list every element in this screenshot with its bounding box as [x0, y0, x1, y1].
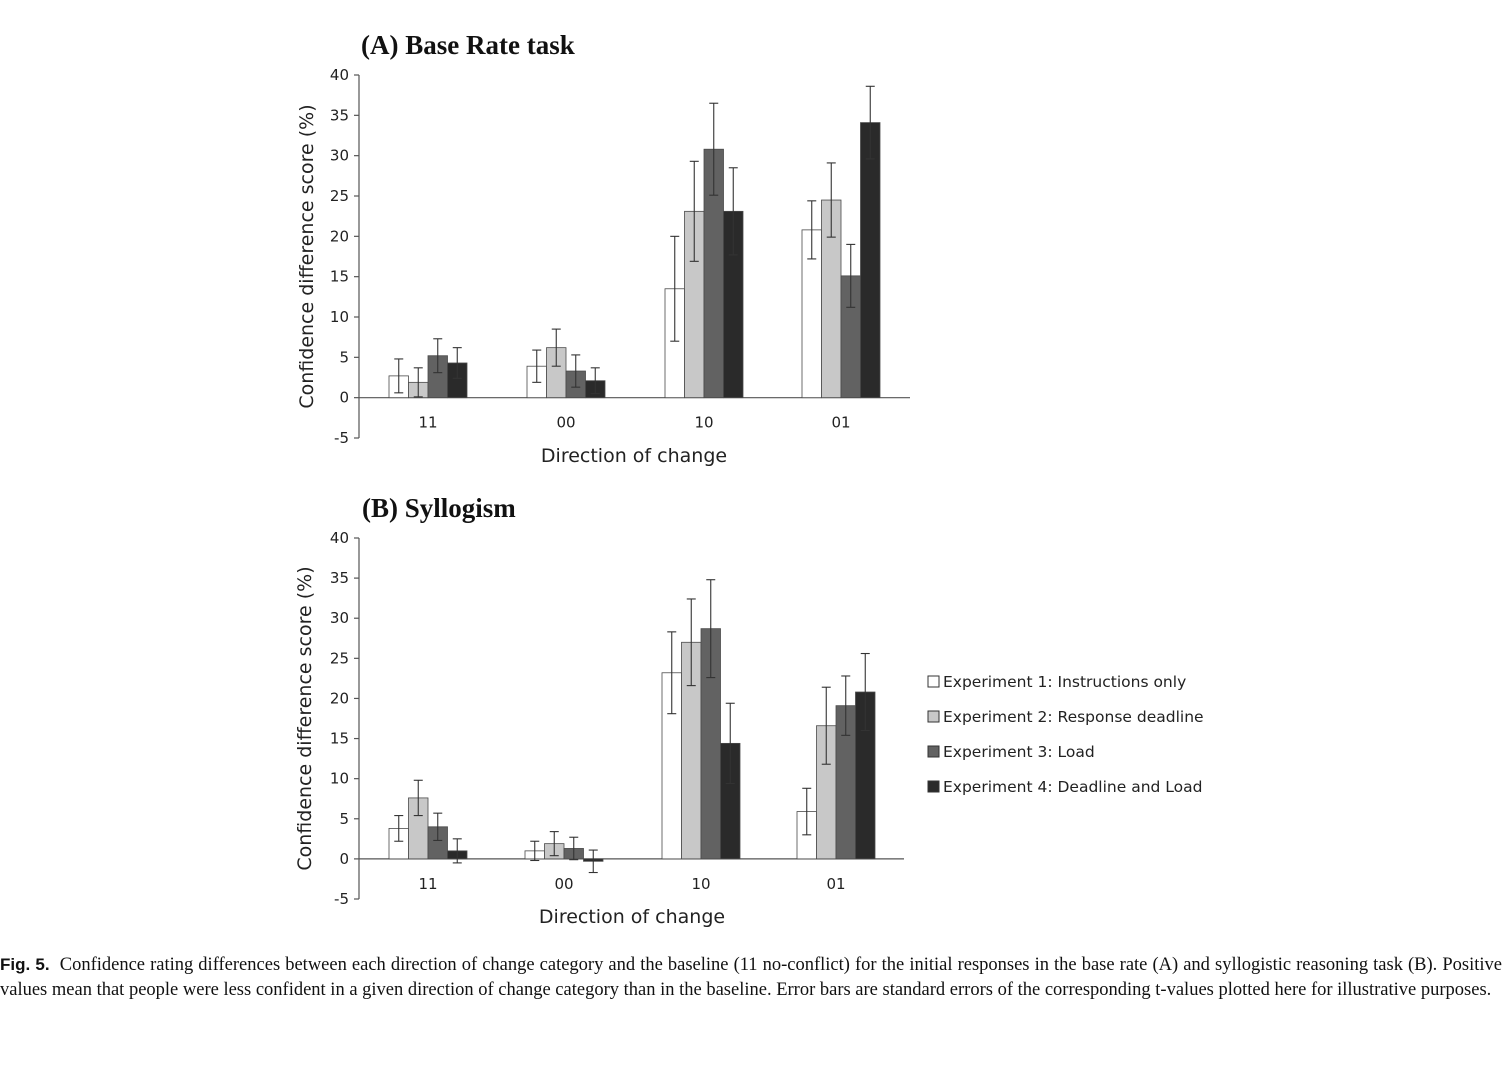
legend-swatch	[927, 675, 940, 688]
chart-panel-b: (B) Syllogism -5 0 5 10 15 20 25 30 35 40 11 00 10 01 D…	[294, 493, 1204, 928]
bar	[860, 122, 881, 399]
x-tick-label: 11	[418, 875, 437, 893]
x-tick-label: 10	[694, 414, 713, 432]
y-tick-label: 0	[339, 389, 349, 407]
y-tick-label: 15	[330, 730, 349, 748]
y-tick-label: 10	[330, 308, 349, 326]
y-tick-label: 25	[330, 187, 349, 205]
y-tick-label: 5	[339, 810, 349, 828]
legend-swatch	[927, 710, 940, 723]
x-tick-label: 11	[418, 414, 437, 432]
x-tick-label: 00	[556, 414, 575, 432]
y-tick-label: 35	[330, 569, 349, 587]
figure-caption: Fig. 5. Confidence rating differences be…	[0, 953, 1502, 1002]
y-tick-label: -5	[334, 429, 349, 447]
y-tick-label: 15	[330, 268, 349, 286]
y-tick-label: 0	[339, 850, 349, 868]
legend-swatch	[927, 780, 940, 793]
legend-swatch	[927, 745, 940, 758]
x-axis-title: Direction of change	[541, 445, 727, 467]
y-tick-label: 30	[330, 609, 349, 627]
y-tick-label: 10	[330, 770, 349, 788]
caption-text: Confidence rating differences between ea…	[0, 955, 1502, 1000]
y-tick-label: 30	[330, 147, 349, 165]
figure: (A) Base Rate task -5 0 5 10 15 20 25 30 35 40 11 00…	[294, 30, 1204, 928]
y-tick-label: 20	[330, 227, 349, 245]
x-tick-label: 01	[826, 875, 845, 893]
y-tick-label: 40	[330, 529, 349, 547]
caption-label: Fig. 5.	[0, 955, 50, 974]
y-tick-label: 20	[330, 689, 349, 707]
y-tick-label: 40	[330, 66, 349, 84]
x-axis-title: Direction of change	[539, 906, 725, 928]
legend-label: Experiment 1: Instructions only	[943, 673, 1186, 691]
y-tick-label: -5	[334, 890, 349, 908]
chart-title: (B) Syllogism	[362, 493, 516, 523]
y-tick-label: 35	[330, 106, 349, 124]
legend-label: Experiment 4: Deadline and Load	[943, 778, 1202, 796]
chart-title: (A) Base Rate task	[361, 30, 575, 60]
x-tick-label: 00	[554, 875, 573, 893]
x-tick-label: 10	[691, 875, 710, 893]
legend: Experiment 1: Instructions only Experimen…	[927, 673, 1204, 796]
x-tick-label: 01	[831, 414, 850, 432]
legend-label: Experiment 3: Load	[943, 743, 1095, 761]
y-tick-label: 5	[339, 348, 349, 366]
chart-panel-a: (A) Base Rate task -5 0 5 10 15 20 25 30 35 40 11 00…	[296, 30, 910, 467]
legend-label: Experiment 2: Response deadline	[943, 708, 1204, 726]
y-axis-title: Confidence difference score (%)	[296, 104, 318, 408]
y-tick-label: 25	[330, 649, 349, 667]
y-axis-title: Confidence difference score (%)	[294, 566, 316, 870]
